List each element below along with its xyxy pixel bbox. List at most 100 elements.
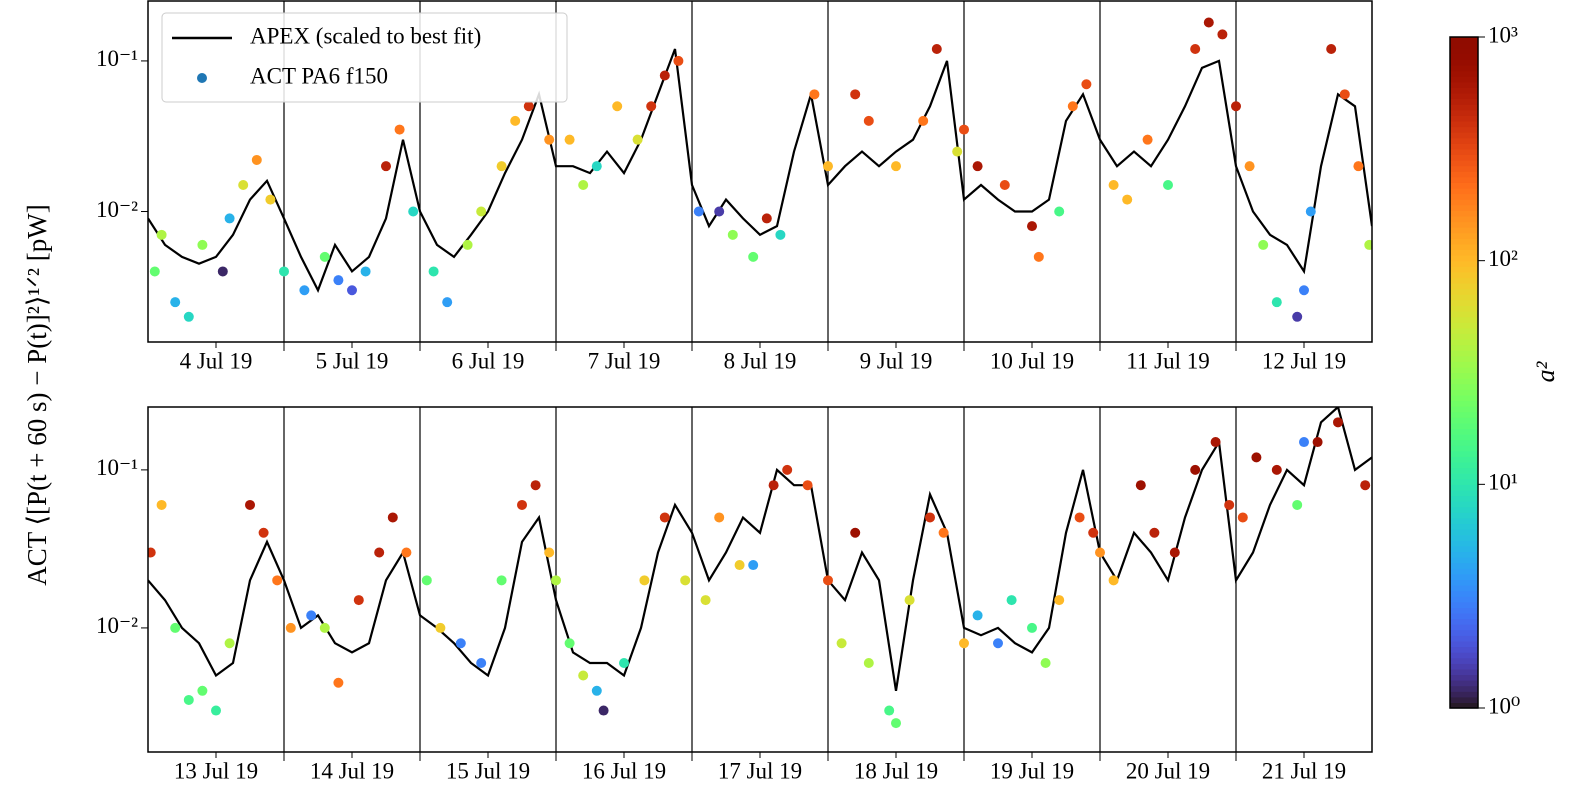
- colorbar-segment: [1450, 37, 1478, 44]
- x-tick-label: 8 Jul 19: [724, 348, 797, 373]
- act-point: [496, 575, 507, 586]
- act-point: [1237, 512, 1248, 523]
- act-point: [1169, 547, 1180, 558]
- act-point: [544, 547, 555, 558]
- act-point: [319, 251, 330, 262]
- x-tick-label: 5 Jul 19: [316, 348, 389, 373]
- act-point: [863, 657, 874, 668]
- colorbar-segment: [1450, 255, 1478, 262]
- colorbar-segment: [1450, 674, 1478, 681]
- colorbar-segment: [1450, 478, 1478, 485]
- act-point: [999, 180, 1010, 191]
- act-point: [265, 194, 276, 205]
- act-point: [1095, 547, 1105, 558]
- colorbar-segment: [1450, 685, 1478, 692]
- colorbar-segment: [1450, 160, 1478, 167]
- act-point: [1244, 161, 1255, 172]
- act-point: [850, 527, 861, 538]
- colorbar-segment: [1450, 193, 1478, 200]
- plot-frame: [147, 406, 1373, 753]
- act-point: [578, 180, 589, 191]
- colorbar-segment: [1450, 59, 1478, 66]
- act-point: [156, 499, 167, 510]
- act-point: [673, 55, 684, 66]
- colorbar-segment: [1450, 607, 1478, 614]
- colorbar-segment: [1450, 394, 1478, 402]
- colorbar-segment: [1450, 338, 1478, 346]
- colorbar-segment: [1450, 534, 1478, 541]
- colorbar-segment: [1450, 467, 1478, 474]
- act-point: [925, 512, 935, 523]
- colorbar-segment: [1450, 176, 1478, 183]
- act-point: [1364, 239, 1372, 250]
- act-point: [768, 480, 779, 491]
- colorbar-segment: [1450, 551, 1478, 558]
- colorbar-segment: [1450, 132, 1478, 139]
- x-tick-label: 13 Jul 19: [174, 758, 258, 783]
- colorbar-segment: [1450, 579, 1478, 586]
- colorbar-segment: [1450, 361, 1478, 368]
- colorbar-segment: [1450, 573, 1478, 580]
- colorbar-segment: [1450, 126, 1478, 133]
- act-point: [148, 547, 156, 558]
- x-tick-label: 7 Jul 19: [588, 348, 661, 373]
- act-point: [170, 297, 181, 308]
- act-point: [823, 575, 833, 586]
- colorbar-segment: [1450, 411, 1478, 418]
- act-point: [435, 622, 446, 633]
- colorbar-segment: [1450, 456, 1478, 463]
- colorbar-segment: [1450, 322, 1478, 329]
- colorbar-segment: [1450, 98, 1478, 105]
- act-point: [183, 694, 194, 705]
- act-point: [510, 115, 521, 126]
- act-point: [904, 595, 915, 606]
- x-tick-label: 9 Jul 19: [860, 348, 933, 373]
- colorbar-segment: [1450, 473, 1478, 480]
- act-point: [238, 180, 249, 191]
- colorbar-segment: [1450, 221, 1478, 228]
- colorbar-segment: [1450, 316, 1478, 323]
- colorbar-segment: [1450, 81, 1478, 88]
- act-point: [1326, 44, 1337, 55]
- act-point: [761, 213, 772, 224]
- colorbar-segment: [1450, 422, 1478, 430]
- act-point: [1027, 622, 1037, 633]
- act-point: [782, 464, 793, 475]
- act-point: [1163, 180, 1173, 191]
- x-tick-label: 4 Jul 19: [180, 348, 253, 373]
- act-point: [1122, 194, 1133, 205]
- act-point: [564, 134, 575, 145]
- colorbar-segment: [1450, 517, 1478, 525]
- act-point: [1142, 134, 1153, 145]
- act-point: [319, 622, 330, 633]
- act-point: [1251, 452, 1262, 463]
- colorbar-segment: [1450, 87, 1478, 94]
- colorbar-segment: [1450, 640, 1478, 648]
- colorbar-segment: [1450, 204, 1478, 211]
- colorbar-segment: [1450, 657, 1478, 664]
- colorbar-segment: [1450, 109, 1478, 116]
- act-point: [1006, 595, 1017, 606]
- colorbar-segment: [1450, 92, 1478, 100]
- colorbar-segment: [1450, 294, 1478, 301]
- colorbar-segment: [1450, 523, 1478, 530]
- colorbar-segment: [1450, 227, 1478, 234]
- act-point: [1067, 101, 1078, 112]
- colorbar-segment: [1450, 260, 1478, 267]
- act-point: [408, 206, 419, 217]
- colorbar-segment: [1450, 243, 1478, 251]
- colorbar-segment: [1450, 182, 1478, 189]
- colorbar-segment: [1450, 495, 1478, 502]
- act-point: [544, 134, 555, 145]
- act-point: [591, 161, 602, 172]
- act-point: [1054, 206, 1065, 217]
- act-point: [693, 206, 704, 217]
- colorbar-segment: [1450, 562, 1478, 569]
- colorbar-segment: [1450, 428, 1478, 435]
- act-point: [972, 161, 983, 172]
- act-point: [381, 161, 391, 172]
- colorbar-segment: [1450, 584, 1478, 592]
- act-point: [1217, 29, 1228, 40]
- act-point: [285, 622, 296, 633]
- act-point: [1224, 499, 1235, 510]
